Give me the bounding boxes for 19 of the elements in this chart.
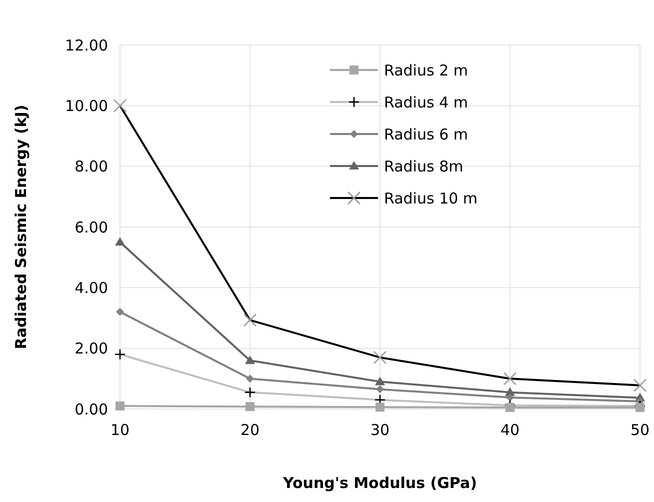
legend-label: Radius 6 m <box>384 125 468 144</box>
legend-label: Radius 8m <box>384 157 464 176</box>
y-tick-label: 4.00 <box>74 278 108 297</box>
y-tick-label: 6.00 <box>74 218 108 236</box>
x-tick-label: 50 <box>630 421 650 439</box>
x-tick-label: 30 <box>370 421 390 439</box>
y-tick-label: 2.00 <box>74 340 108 358</box>
legend-label: Radius 2 m <box>384 61 468 80</box>
x-axis-title: Young's Modulus (GPa) <box>282 474 477 492</box>
x-tick-label: 20 <box>240 421 260 439</box>
y-tick-label: 8.00 <box>74 158 108 176</box>
y-tick-label: 12.00 <box>65 36 108 54</box>
y-axis-title: Radiated Seismic Energy (kJ) <box>12 104 30 350</box>
legend-label: Radius 10 m <box>384 189 478 208</box>
x-tick-label: 40 <box>500 421 520 439</box>
y-tick-label: 10.00 <box>65 96 108 115</box>
legend-label: Radius 4 m <box>384 93 468 112</box>
x-tick-label: 10 <box>110 421 130 439</box>
y-tick-label: 0.00 <box>74 400 108 418</box>
